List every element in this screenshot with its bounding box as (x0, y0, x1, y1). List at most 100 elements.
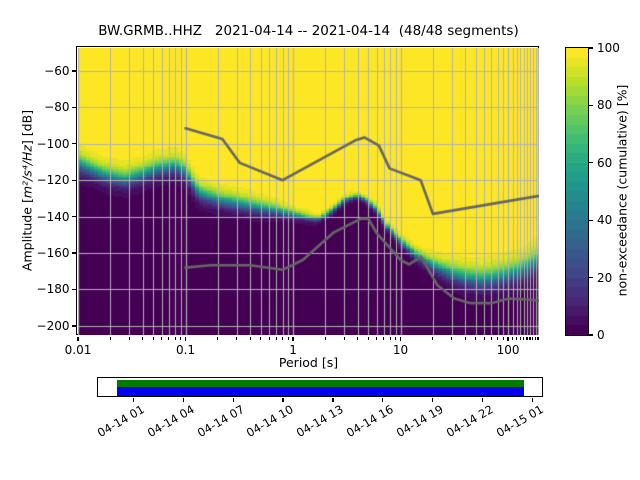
coverage-data-bar (117, 386, 524, 396)
x-minor-tick (268, 336, 270, 340)
x-minor-tick (142, 336, 144, 340)
x-major-tick (292, 336, 294, 342)
x-minor-tick (451, 336, 453, 340)
x-minor-tick (376, 336, 378, 340)
colorbar-tick (589, 104, 594, 107)
timeline-date-label: 04-14 10 (244, 402, 297, 440)
x-minor-tick (511, 336, 514, 340)
x-minor-tick (516, 336, 518, 340)
x-minor-tick (109, 336, 111, 340)
x-tick-label: 0.1 (175, 342, 196, 357)
x-minor-tick (282, 336, 284, 340)
timeline-date-label: 04-14 07 (194, 402, 247, 440)
x-minor-tick (343, 336, 345, 340)
x-minor-tick (537, 336, 539, 340)
x-minor-tick (523, 336, 525, 340)
x-minor-tick (174, 336, 176, 340)
timeline-tick (531, 398, 533, 403)
y-tick-label: −200 (36, 318, 70, 333)
timeline-tick (332, 398, 334, 403)
x-minor-tick (502, 336, 504, 340)
colorbar-label: non-exceedance (cumulative) [%] (614, 84, 630, 297)
y-major-tick (71, 179, 77, 181)
x-axis-label: Period [s] (278, 355, 339, 370)
x-minor-tick (217, 336, 219, 340)
x-tick-label: 0.01 (64, 342, 92, 357)
colorbar-tick-label: 80 (597, 98, 613, 113)
x-tick-label: 1 (289, 342, 297, 357)
colorbar-tick-label: 100 (597, 41, 620, 55)
timeline-date-label: 04-14 19 (393, 402, 446, 440)
colorbar-tick (589, 334, 594, 336)
y-major-tick (71, 215, 77, 218)
x-minor-tick (180, 336, 182, 340)
x-minor-tick (152, 336, 154, 340)
timeline-date-label: 04-15 01 (493, 402, 546, 440)
x-tick-label: 10 (392, 342, 409, 357)
colorbar (564, 46, 589, 336)
y-tick-label: −60 (44, 63, 70, 78)
x-minor-tick (532, 336, 534, 340)
y-tick-label: −180 (36, 282, 70, 297)
x-minor-tick (367, 336, 369, 340)
colorbar-tick-label: 20 (597, 270, 613, 285)
y-major-tick (71, 70, 77, 72)
x-minor-tick (260, 336, 262, 340)
x-major-tick (399, 336, 402, 342)
y-axis-label-post: ] [dB] (19, 109, 35, 146)
colorbar-tick (589, 47, 594, 49)
x-minor-tick (236, 336, 238, 340)
y-tick-label: −140 (36, 209, 70, 224)
y-tick-label: −80 (44, 100, 70, 115)
y-major-tick (71, 143, 77, 145)
y-axis-label: Amplitude [m²/s⁴/Hz] [dB] (20, 41, 35, 341)
x-major-tick (184, 336, 187, 342)
x-minor-tick (464, 336, 466, 340)
colorbar-tick (589, 162, 594, 164)
x-minor-tick (497, 336, 499, 340)
y-axis-label-pre: Amplitude [ (19, 198, 35, 272)
colorbar-tick (589, 219, 594, 221)
timeline-date-label: 04-14 04 (144, 402, 197, 440)
x-minor-tick (128, 336, 130, 340)
y-tick-label: −100 (36, 136, 70, 151)
x-minor-tick (529, 336, 531, 340)
y-major-tick (71, 288, 77, 291)
colorbar-canvas (566, 48, 588, 335)
colorbar-tick-label: 0 (597, 328, 605, 342)
timeline-tick (382, 398, 384, 403)
x-tick-label: 100 (496, 342, 520, 357)
x-minor-tick (534, 336, 537, 340)
x-major-tick (507, 336, 509, 342)
colorbar-tick-label: 60 (597, 155, 613, 170)
x-minor-tick (324, 336, 326, 340)
colorbar-tick (589, 276, 594, 279)
x-major-tick (77, 336, 79, 342)
x-minor-tick (389, 336, 391, 340)
x-minor-tick (383, 336, 385, 340)
timeline-date-label: 04-14 16 (343, 402, 396, 440)
timeline-date-label: 04-14 13 (294, 402, 346, 440)
x-minor-tick (168, 336, 170, 340)
timeline-tick (431, 398, 434, 403)
timeline-tick (132, 398, 135, 403)
x-minor-tick (519, 336, 521, 340)
colorbar-tick-label: 40 (597, 213, 613, 228)
x-minor-tick (475, 336, 477, 340)
y-axis-label-units: m²/s⁴/Hz (19, 145, 35, 199)
x-minor-tick (249, 336, 251, 340)
x-minor-tick (357, 336, 359, 340)
x-minor-tick (395, 336, 397, 340)
x-minor-tick (483, 336, 485, 340)
y-major-tick (71, 106, 77, 109)
timeline-date-label: 04-14 01 (94, 402, 147, 440)
x-minor-tick (287, 336, 289, 340)
x-minor-tick (526, 336, 528, 340)
y-tick-label: −160 (36, 246, 70, 261)
timeline-tick (282, 398, 284, 403)
timeline-tick (182, 398, 185, 403)
x-minor-tick (161, 336, 163, 340)
y-major-tick (71, 252, 77, 254)
x-minor-tick (432, 336, 434, 340)
figure-title: BW.GRMB..HHZ 2021-04-14 -- 2021-04-14 (4… (98, 23, 519, 39)
